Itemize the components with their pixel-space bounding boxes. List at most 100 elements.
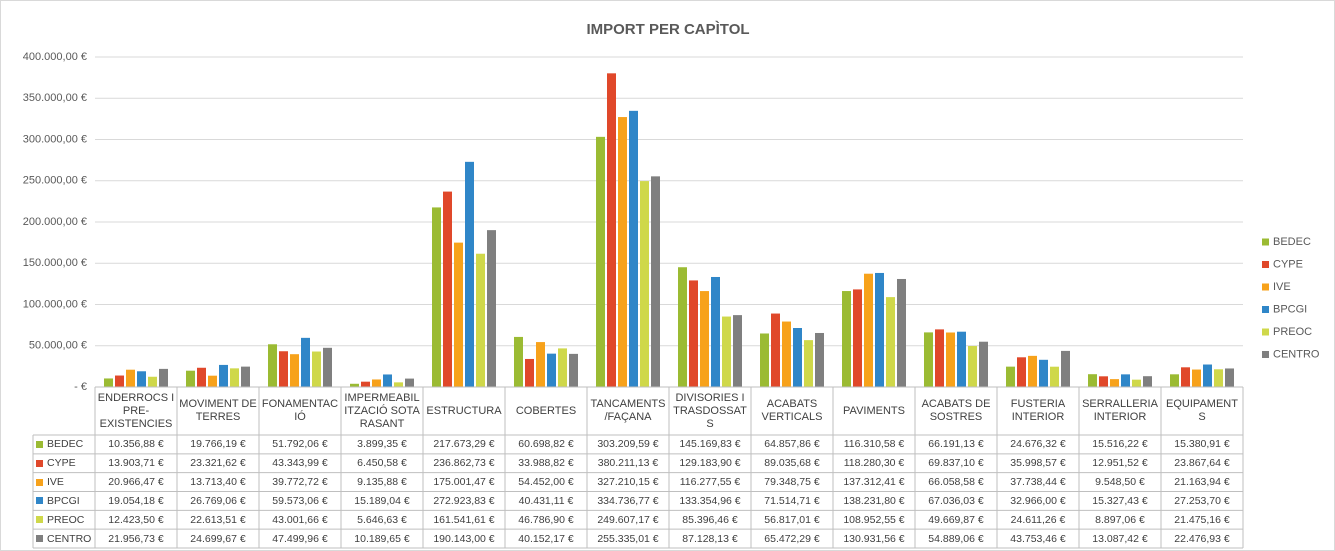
bar bbox=[1192, 369, 1201, 387]
category-label: SERRALLERIA INTERIOR bbox=[1082, 398, 1158, 423]
table-value: 23.867,64 € bbox=[1174, 457, 1230, 470]
table-value: 19.054,18 € bbox=[108, 494, 164, 507]
bar bbox=[968, 346, 977, 387]
table-value: 161.541,61 € bbox=[433, 513, 495, 526]
category-label: DIVISORIES I TRASDOSSATS bbox=[673, 391, 747, 430]
legend-label: BPCGI bbox=[1273, 303, 1307, 315]
bar bbox=[1017, 357, 1026, 387]
table-value: 40.431,11 € bbox=[518, 494, 574, 507]
table-row-name: IVE bbox=[33, 473, 95, 492]
table-value: 15.189,04 € bbox=[354, 494, 410, 507]
bar bbox=[312, 351, 321, 387]
table-value: 249.607,17 € bbox=[597, 513, 659, 526]
table-row-name: CENTRO bbox=[33, 529, 95, 548]
y-tick-label: 150.000,00 € bbox=[23, 257, 87, 269]
table-value: 9.548,50 € bbox=[1095, 476, 1145, 489]
bar bbox=[700, 291, 709, 387]
bar bbox=[197, 367, 206, 387]
bar bbox=[159, 368, 168, 387]
series-name: BPCGI bbox=[47, 494, 80, 507]
bar bbox=[678, 267, 687, 387]
table-value: 15.327,43 € bbox=[1092, 494, 1148, 507]
table-value: 43.001,66 € bbox=[272, 513, 328, 526]
bar bbox=[405, 378, 414, 387]
series-name: PREOC bbox=[47, 513, 85, 526]
y-tick-label: 300.000,00 € bbox=[23, 133, 87, 145]
table-row-name: PREOC bbox=[33, 510, 95, 529]
category-label: FUSTERIA INTERIOR bbox=[1010, 398, 1066, 423]
bar bbox=[935, 329, 944, 387]
series-name: BEDEC bbox=[47, 438, 84, 451]
table-value: 108.952,55 € bbox=[843, 513, 905, 526]
bar bbox=[443, 191, 452, 387]
legend-label: CYPE bbox=[1273, 258, 1303, 270]
table-value: 255.335,01 € bbox=[597, 532, 659, 545]
table-value: 13.713,40 € bbox=[190, 476, 246, 489]
table-value: 24.699,67 € bbox=[190, 532, 246, 545]
table-value: 10.189,65 € bbox=[354, 532, 410, 545]
table-value: 54.452,00 € bbox=[518, 476, 574, 489]
bar bbox=[1028, 355, 1037, 387]
bar bbox=[897, 278, 906, 387]
bar bbox=[733, 315, 742, 387]
table-value: 87.128,13 € bbox=[682, 532, 738, 545]
table-value: 138.231,80 € bbox=[843, 494, 905, 507]
table-value: 43.343,99 € bbox=[272, 457, 328, 470]
category-label: ESTRUCTURA bbox=[426, 404, 502, 417]
table-value: 40.152,17 € bbox=[518, 532, 574, 545]
table-value: 33.988,82 € bbox=[518, 457, 574, 470]
table-value: 60.698,82 € bbox=[518, 438, 574, 451]
bar bbox=[1006, 366, 1015, 387]
bar bbox=[569, 353, 578, 387]
table-value: 5.646,63 € bbox=[357, 513, 407, 526]
y-tick-label: 350.000,00 € bbox=[23, 92, 87, 104]
bar bbox=[432, 207, 441, 387]
bar bbox=[1143, 376, 1152, 387]
table-value: 67.036,03 € bbox=[928, 494, 984, 507]
bar bbox=[853, 289, 862, 387]
table-value: 69.837,10 € bbox=[928, 457, 984, 470]
bar bbox=[514, 336, 523, 387]
bar bbox=[230, 368, 239, 387]
table-value: 59.573,06 € bbox=[272, 494, 328, 507]
table-value: 217.673,29 € bbox=[433, 438, 495, 451]
legend-swatch bbox=[1262, 306, 1269, 313]
table-value: 65.472,29 € bbox=[764, 532, 820, 545]
bar bbox=[886, 297, 895, 387]
bar bbox=[290, 354, 299, 387]
table-value: 21.163,94 € bbox=[1174, 476, 1230, 489]
table-value: 22.476,93 € bbox=[1174, 532, 1230, 545]
table-value: 66.058,58 € bbox=[928, 476, 984, 489]
table-value: 47.499,96 € bbox=[272, 532, 328, 545]
table-value: 15.516,22 € bbox=[1092, 438, 1148, 451]
bar bbox=[1225, 368, 1234, 387]
bar bbox=[525, 358, 534, 387]
bar bbox=[465, 161, 474, 387]
bar bbox=[1110, 379, 1119, 387]
category-label: MOVIMENT DE TERRES bbox=[179, 398, 257, 423]
table-value: 85.396,46 € bbox=[682, 513, 738, 526]
bar bbox=[651, 176, 660, 387]
table-value: 22.613,51 € bbox=[190, 513, 246, 526]
bar bbox=[219, 364, 228, 387]
y-tick-label: 400.000,00 € bbox=[23, 51, 87, 63]
bar bbox=[383, 374, 392, 387]
chart-title: IMPORT PER CAPÌTOL bbox=[586, 21, 749, 38]
table-row-name: BPCGI bbox=[33, 492, 95, 511]
bar bbox=[1181, 367, 1190, 387]
bar bbox=[487, 230, 496, 387]
legend-swatch bbox=[1262, 261, 1269, 268]
bar bbox=[924, 332, 933, 387]
bar bbox=[1061, 350, 1070, 387]
y-tick-label: 100.000,00 € bbox=[23, 298, 87, 310]
bar bbox=[1203, 364, 1212, 387]
table-value: 13.087,42 € bbox=[1092, 532, 1148, 545]
y-tick-label: 250.000,00 € bbox=[23, 175, 87, 187]
table-value: 21.475,16 € bbox=[1174, 513, 1230, 526]
table-value: 133.354,96 € bbox=[679, 494, 741, 507]
table-value: 380.211,13 € bbox=[597, 457, 659, 470]
table-value: 8.897,06 € bbox=[1095, 513, 1145, 526]
bar bbox=[104, 378, 113, 387]
table-value: 24.676,32 € bbox=[1010, 438, 1066, 451]
